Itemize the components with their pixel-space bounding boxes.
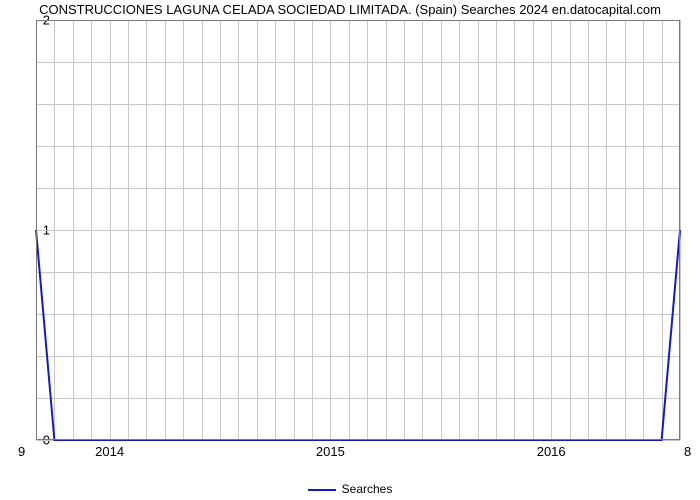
x-left-corner-label: 9 — [18, 444, 25, 459]
x-tick-label: 2016 — [537, 444, 566, 459]
plot-area — [36, 20, 680, 440]
legend-swatch — [308, 489, 336, 491]
series-line — [36, 20, 680, 440]
x-tick-label: 2014 — [95, 444, 124, 459]
legend-label: Searches — [342, 482, 393, 496]
x-right-corner-label: 8 — [684, 444, 691, 459]
legend: Searches — [0, 482, 700, 496]
chart-title: CONSTRUCCIONES LAGUNA CELADA SOCIEDAD LI… — [0, 2, 700, 17]
x-tick-label: 2015 — [316, 444, 345, 459]
